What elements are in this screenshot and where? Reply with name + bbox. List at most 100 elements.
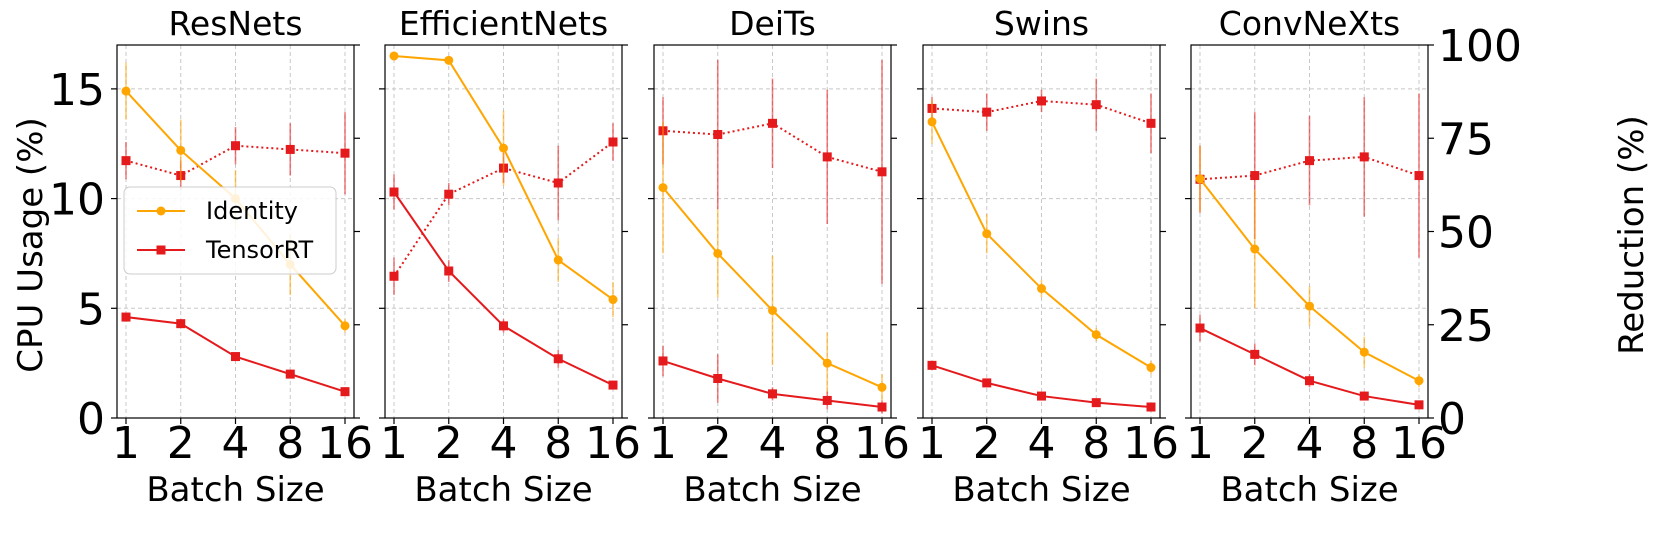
tensorrt-point (1359, 391, 1369, 401)
reduction-point (608, 137, 618, 147)
reduction-point (768, 118, 777, 128)
x-tick-label: 8 (544, 418, 572, 469)
reduction-point (389, 271, 399, 281)
identity-point (1250, 244, 1260, 254)
legend-box (123, 186, 337, 275)
legend-label: Identity (206, 197, 298, 225)
identity-point (1359, 347, 1369, 357)
y-tick-label-right: 75 (1438, 114, 1494, 165)
identity-point (1414, 376, 1424, 386)
x-tick-label: 16 (1391, 418, 1447, 469)
tensorrt-point (1305, 376, 1314, 386)
reduction-point (1359, 152, 1369, 162)
reduction-point (713, 130, 723, 140)
x-tick-label: 2 (167, 418, 195, 469)
tensorrt-series (658, 345, 887, 414)
reduction-line (393, 141, 614, 277)
x-tick-label: 8 (1082, 418, 1110, 469)
panel-title: Swins (994, 4, 1089, 43)
reduction-point (1091, 100, 1101, 110)
tensorrt-point (927, 360, 937, 370)
x-tick-label: 16 (317, 418, 373, 469)
tensorrt-point (1037, 391, 1046, 401)
y-tick-label-right: 25 (1438, 301, 1494, 352)
identity-point (768, 305, 777, 315)
x-tick-label: 1 (1186, 418, 1214, 469)
panel-title: DeiTs (729, 4, 816, 43)
identity-point (1091, 330, 1101, 340)
x-axis-label: Batch Size (414, 470, 592, 510)
x-tick-label: 1 (918, 418, 946, 469)
identity-point (176, 145, 186, 155)
panel-title: EfficientNets (399, 4, 608, 43)
tensorrt-point (982, 378, 992, 388)
x-tick-label: 1 (649, 418, 677, 469)
y-tick-label-left: 5 (77, 284, 105, 335)
reduction-point (553, 178, 563, 188)
reduction-point (1146, 118, 1156, 128)
panel-title: ConvNeXts (1219, 4, 1400, 43)
reduction-point (121, 156, 131, 166)
panel-efficientnets: 1 2 4 8 16 EfficientNets Batch Size (379, 4, 641, 510)
x-tick-label: 16 (854, 418, 910, 469)
identity-point (121, 86, 131, 96)
x-tick-label: 2 (704, 418, 732, 469)
tensorrt-point (176, 319, 186, 329)
reduction-point (285, 144, 295, 154)
x-axis-label: Batch Size (952, 470, 1130, 510)
reduction-point (340, 148, 350, 158)
identity-series (927, 99, 1156, 375)
tensorrt-point (285, 369, 295, 379)
y-tick-label-left: 10 (49, 175, 105, 226)
panel-resnets: 0 5 10 15 1 2 4 8 16 ResNets Batch Size (49, 4, 373, 510)
panel-swins: 1 2 4 8 16 Swins Batch Size (917, 4, 1179, 510)
tensorrt-point (389, 187, 399, 197)
identity-point (340, 321, 350, 331)
identity-point (658, 183, 668, 193)
reduction-point (1250, 171, 1260, 181)
legend: Identity TensorRT (123, 186, 337, 275)
identity-point (822, 358, 832, 368)
x-tick-label: 4 (759, 418, 787, 469)
tensorrt-point (1414, 400, 1424, 410)
tensorrt-series (389, 174, 618, 390)
identity-point (444, 55, 454, 65)
x-tick-label: 1 (112, 418, 140, 469)
identity-point (927, 117, 937, 127)
tensorrt-point (713, 374, 723, 384)
reduction-point (231, 141, 240, 151)
legend-marker (156, 206, 166, 216)
tensorrt-point (121, 312, 131, 322)
reduction-point (444, 189, 454, 199)
tensorrt-point (608, 380, 618, 390)
x-tick-label: 16 (1123, 418, 1179, 469)
identity-point (608, 295, 618, 305)
reduction-series (1195, 93, 1424, 258)
x-axis-label: Batch Size (146, 470, 324, 510)
identity-point (982, 229, 992, 239)
x-tick-label: 8 (1350, 418, 1378, 469)
reduction-point (982, 107, 992, 117)
identity-point (1146, 363, 1156, 373)
x-axis-label: Batch Size (1220, 470, 1398, 510)
x-axis-label: Batch Size (683, 470, 861, 510)
identity-series (389, 51, 618, 318)
tensorrt-point (499, 321, 508, 331)
identity-point (1305, 301, 1314, 311)
x-tick-label: 2 (1241, 418, 1269, 469)
tensorrt-point (1091, 398, 1101, 408)
tensorrt-point (231, 352, 240, 362)
y-axis-label-left: CPU Usage (%) (11, 117, 51, 373)
tensorrt-series (1195, 314, 1424, 410)
x-tick-label: 8 (813, 418, 841, 469)
x-tick-label: 1 (380, 418, 408, 469)
x-tick-label: 2 (435, 418, 463, 469)
tensorrt-point (822, 395, 832, 405)
identity-series (1195, 145, 1424, 388)
legend-marker (156, 245, 166, 255)
reduction-point (1037, 96, 1046, 106)
tensorrt-point (340, 387, 350, 397)
tensorrt-point (877, 402, 887, 412)
